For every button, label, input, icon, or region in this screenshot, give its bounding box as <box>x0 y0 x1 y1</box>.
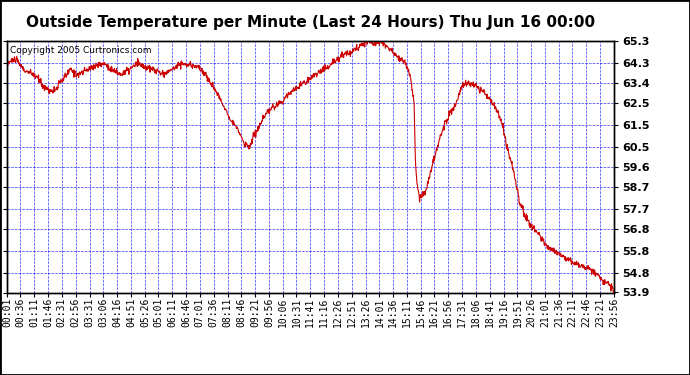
Text: Copyright 2005 Curtronics.com: Copyright 2005 Curtronics.com <box>10 46 151 55</box>
Text: Outside Temperature per Minute (Last 24 Hours) Thu Jun 16 00:00: Outside Temperature per Minute (Last 24 … <box>26 15 595 30</box>
